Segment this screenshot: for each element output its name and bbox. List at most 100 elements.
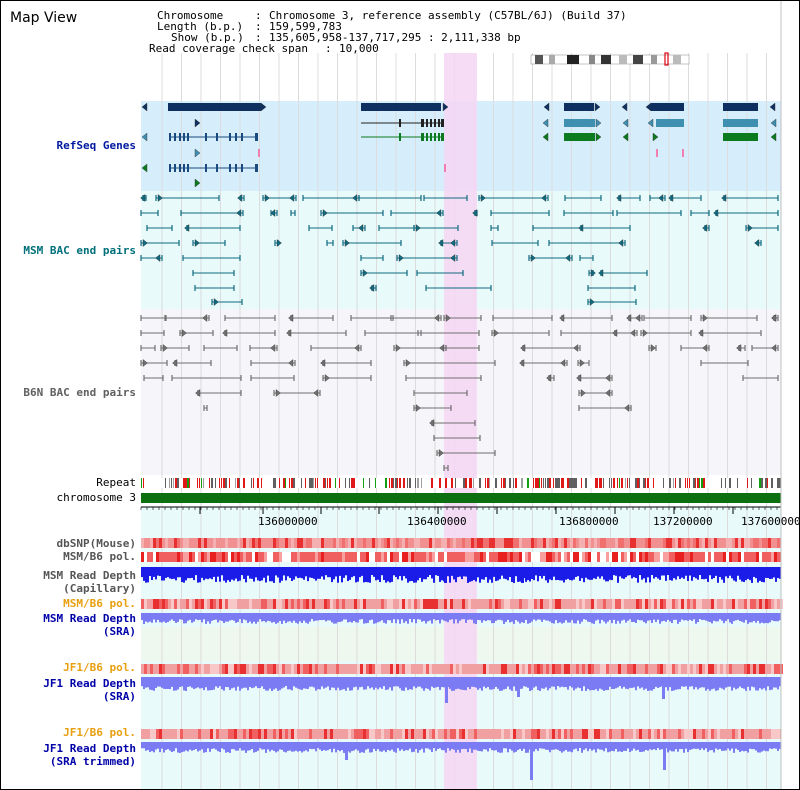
depth-bar: [627, 613, 629, 621]
depth-bar: [687, 567, 689, 581]
depth-bar: [435, 613, 437, 621]
depth-bar: [673, 742, 675, 752]
depth-bar: [333, 567, 335, 580]
msm-pol-track[interactable]: [141, 552, 781, 562]
strip-cell: [153, 552, 156, 562]
depth-bar: [225, 613, 227, 622]
depth-bar: [149, 613, 151, 622]
depth-bar: [523, 613, 525, 623]
depth-bar: [229, 742, 231, 753]
depth-bar: [455, 567, 457, 583]
track-label-dbsnp[interactable]: dbSNP(Mouse): [56, 537, 136, 550]
b6n-bac-end-pairs-track[interactable]: [140, 314, 779, 472]
depth-bar: [309, 567, 311, 578]
track-label-msm-pol-sra[interactable]: MSM/B6 pol.: [63, 597, 136, 610]
track-label-msm-depth-sra[interactable]: MSM Read Depth (SRA): [1, 612, 136, 638]
depth-bar: [471, 567, 473, 582]
strip-cell: [702, 538, 705, 548]
depth-bar: [727, 677, 729, 687]
track-label-msm-pol[interactable]: MSM/B6 pol.: [63, 550, 136, 563]
msm-bac-end-pairs-track[interactable]: [140, 194, 779, 306]
depth-bar: [267, 613, 269, 621]
depth-bar: [445, 613, 447, 622]
depth-bar: [699, 567, 701, 576]
depth-bar: [309, 742, 311, 749]
strip-cell: [237, 538, 240, 548]
track-label-b6n-bac[interactable]: B6N BAC end pairs: [23, 386, 136, 399]
depth-bar: [229, 613, 231, 621]
depth-bar: [317, 742, 319, 749]
strip-cell: [504, 664, 507, 674]
depth-bar: [493, 742, 495, 751]
strand-arrow: [594, 102, 601, 112]
length-label: Length (b.p.): [157, 20, 244, 33]
strip-cell: [210, 729, 213, 739]
track-label-repeat[interactable]: Repeat: [96, 476, 136, 489]
jf1-pol-track[interactable]: [141, 664, 783, 674]
strand-arrow: [702, 314, 708, 322]
msm-pol-sra-track[interactable]: [141, 599, 783, 609]
msm-depth-capillary-track[interactable]: [141, 567, 781, 583]
depth-bar: [469, 567, 471, 582]
chromosome-ideogram[interactable]: [530, 52, 690, 66]
strand-arrow: [626, 314, 632, 322]
track-label-jf1-pol-trim[interactable]: JF1/B6 pol.: [63, 726, 136, 739]
depth-bar: [185, 677, 187, 691]
depth-bar: [709, 567, 711, 576]
depth-bar: [611, 567, 613, 581]
axis-tick-label: 137200000: [653, 515, 713, 528]
depth-bar: [217, 613, 219, 623]
depth-bar: [381, 742, 383, 752]
depth-bar: [607, 742, 609, 753]
depth-bar: [241, 742, 243, 751]
depth-bar: [721, 567, 723, 580]
depth-bar: [723, 677, 725, 690]
depth-bar: [437, 742, 439, 749]
track-label-jf1-pol[interactable]: JF1/B6 pol.: [63, 661, 136, 674]
depth-bar: [577, 742, 579, 752]
strip-cell: [465, 729, 468, 739]
strand-arrow: [624, 404, 630, 412]
strip-cell: [684, 599, 687, 609]
repeat-element: [339, 478, 340, 488]
depth-bar: [167, 742, 169, 750]
jf1-pol-trimmed-track[interactable]: [141, 729, 781, 739]
depth-bar: [381, 567, 383, 576]
refseq-genes-track[interactable]: [141, 102, 777, 188]
depth-bar: [337, 742, 339, 751]
track-label-jf1-trim[interactable]: JF1 Read Depth (SRA trimmed): [1, 742, 136, 768]
strip-cell: [366, 729, 369, 739]
jf1-depth-sra-track[interactable]: [141, 677, 781, 703]
repeat-track[interactable]: [141, 478, 781, 488]
axis-tick-label: 136400000: [407, 515, 467, 528]
depth-bar: [385, 567, 387, 583]
track-label-refseq[interactable]: RefSeq Genes: [56, 139, 136, 152]
strip-cell: [333, 538, 336, 548]
msm-depth-sra-track[interactable]: [141, 613, 781, 624]
repeat-element: [559, 478, 560, 488]
strip-cell: [678, 552, 681, 562]
strip-cell: [474, 538, 477, 548]
track-label-chromosome[interactable]: chromosome 3: [56, 491, 136, 504]
repeat-element: [627, 478, 628, 488]
jf1-depth-trimmed-track[interactable]: [141, 742, 781, 780]
repeat-element: [779, 478, 781, 488]
strip-cell: [375, 664, 378, 674]
depth-bar: [353, 742, 355, 751]
dbsnp-track[interactable]: [141, 538, 781, 548]
track-label-msm-bac[interactable]: MSM BAC end pairs: [23, 244, 136, 257]
track-label-msm-depth-cap[interactable]: MSM Read Depth (Capillary): [1, 569, 136, 595]
strand-arrow: [142, 239, 148, 247]
strip-cell: [642, 599, 645, 609]
depth-bar: [497, 677, 499, 689]
strip-cell: [600, 664, 603, 674]
gene-exon: [438, 119, 440, 127]
strip-cell: [408, 552, 411, 562]
depth-bar: [767, 742, 769, 752]
strip-cell: [285, 599, 288, 609]
repeat-element: [385, 478, 387, 488]
strip-cell: [201, 664, 204, 674]
track-label-jf1-depth[interactable]: JF1 Read Depth (SRA): [1, 677, 136, 703]
depth-bar: [235, 742, 237, 751]
